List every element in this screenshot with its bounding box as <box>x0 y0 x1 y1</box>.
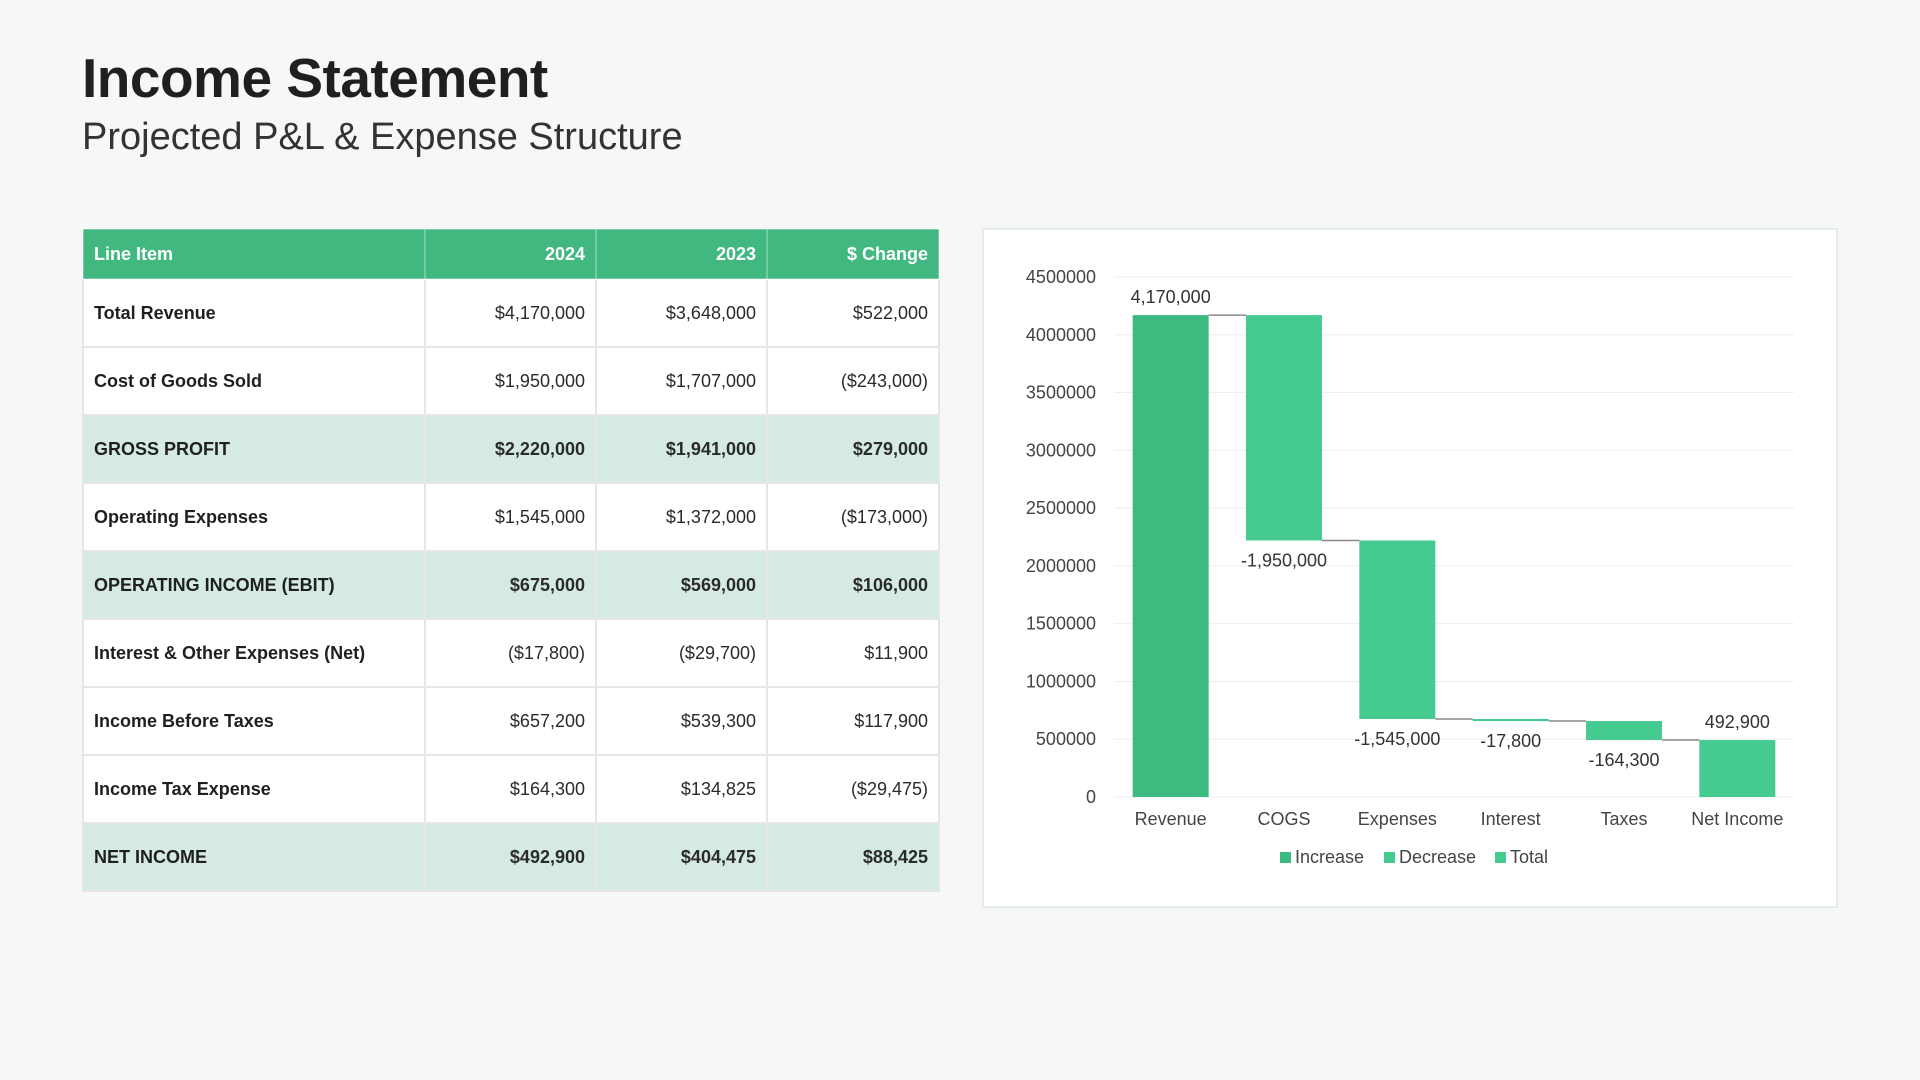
cell-line-item: Income Tax Expense <box>82 754 426 824</box>
data-label: 492,900 <box>1705 712 1770 732</box>
legend-label-increase: Increase <box>1295 847 1364 867</box>
cell-2023: $134,825 <box>595 754 768 824</box>
bar-taxes <box>1586 721 1662 741</box>
cell-2024: ($17,800) <box>424 618 597 688</box>
x-tick-label: Interest <box>1481 809 1541 829</box>
legend-label-total: Total <box>1510 847 1548 867</box>
waterfall-chart: 0 500000 1000000 1500000 2000000 2500000 30000… <box>1026 267 1794 867</box>
table-row: GROSS PROFIT $2,220,000 $1,941,000 $279,000 <box>82 414 940 484</box>
cell-2023: $569,000 <box>595 550 768 620</box>
table-row: Operating Expenses $1,545,000 $1,372,000 ($… <box>82 482 940 552</box>
cell-change: $522,000 <box>766 278 940 348</box>
cell-line-item: NET INCOME <box>82 822 426 892</box>
x-tick-label: Taxes <box>1600 809 1647 829</box>
cell-2024: $657,200 <box>424 686 597 756</box>
y-tick-label: 3000000 <box>1026 440 1096 460</box>
cell-change: $106,000 <box>766 550 940 620</box>
bar-net-income <box>1699 740 1776 797</box>
header-line-item: Line Item <box>82 228 426 280</box>
cell-line-item: GROSS PROFIT <box>82 414 426 484</box>
y-tick-label: 2500000 <box>1026 498 1096 518</box>
cell-2023: $539,300 <box>595 686 768 756</box>
cell-2023: $1,941,000 <box>595 414 768 484</box>
cell-2024: $1,950,000 <box>424 346 597 416</box>
bar-revenue <box>1132 315 1209 797</box>
page-subtitle: Projected P&L & Expense Structure <box>82 116 683 158</box>
table-row: Interest & Other Expenses (Net) ($17,800)… <box>82 618 940 688</box>
income-table-container: Line Item 2024 2023 $ Change Total Reven… <box>82 228 940 892</box>
cell-change: ($173,000) <box>766 482 940 552</box>
data-label: 4,170,000 <box>1131 287 1211 307</box>
header-2024: 2024 <box>424 228 597 280</box>
header-2023: 2023 <box>595 228 768 280</box>
data-label: -1,950,000 <box>1241 550 1327 570</box>
header-change: $ Change <box>766 228 940 280</box>
cell-2023: ($29,700) <box>595 618 768 688</box>
y-tick-label: 1000000 <box>1026 671 1096 691</box>
cell-line-item: Total Revenue <box>82 278 426 348</box>
x-tick-label: Revenue <box>1135 809 1207 829</box>
cell-line-item: Cost of Goods Sold <box>82 346 426 416</box>
table-row: Income Before Taxes $657,200 $539,300 $117,… <box>82 686 940 756</box>
cell-2024: $492,900 <box>424 822 597 892</box>
table-header-row: Line Item 2024 2023 $ Change <box>82 228 940 280</box>
table-row: Income Tax Expense $164,300 $134,825 ($29,4… <box>82 754 940 824</box>
cell-2024: $2,220,000 <box>424 414 597 484</box>
table-row: Total Revenue $4,170,000 $3,648,000 $522,00… <box>82 278 940 348</box>
legend-swatch-increase <box>1280 852 1291 863</box>
x-tick-label: Expenses <box>1358 809 1437 829</box>
cell-2023: $1,707,000 <box>595 346 768 416</box>
income-statement-table: Line Item 2024 2023 $ Change Total Reven… <box>82 228 940 892</box>
y-tick-label: 0 <box>1086 787 1096 807</box>
cell-2024: $4,170,000 <box>424 278 597 348</box>
y-tick-label: 500000 <box>1036 729 1096 749</box>
legend-swatch-decrease <box>1384 852 1395 863</box>
table-row: NET INCOME $492,900 $404,475 $88,425 <box>82 822 940 892</box>
x-tick-label: Net Income <box>1691 809 1783 829</box>
data-label: -1,545,000 <box>1354 729 1440 749</box>
y-tick-label: 1500000 <box>1026 614 1096 634</box>
cell-change: $279,000 <box>766 414 940 484</box>
x-tick-label: COGS <box>1257 809 1310 829</box>
cell-change: $117,900 <box>766 686 940 756</box>
y-tick-label: 2000000 <box>1026 556 1096 576</box>
table-row: Cost of Goods Sold $1,950,000 $1,707,000 ($… <box>82 346 940 416</box>
cell-2023: $3,648,000 <box>595 278 768 348</box>
cell-line-item: Income Before Taxes <box>82 686 426 756</box>
cell-line-item: OPERATING INCOME (EBIT) <box>82 550 426 620</box>
y-tick-label: 4500000 <box>1026 267 1096 287</box>
legend-swatch-total <box>1495 852 1506 863</box>
waterfall-chart-panel: 0 500000 1000000 1500000 2000000 2500000 30000… <box>982 228 1838 908</box>
cell-2024: $1,545,000 <box>424 482 597 552</box>
cell-change: $11,900 <box>766 618 940 688</box>
cell-2023: $404,475 <box>595 822 768 892</box>
bar-interest <box>1472 719 1549 722</box>
data-label: -164,300 <box>1588 750 1659 770</box>
cell-change: ($243,000) <box>766 346 940 416</box>
page-title: Income Statement <box>82 47 548 109</box>
cell-change: ($29,475) <box>766 754 940 824</box>
legend-label-decrease: Decrease <box>1399 847 1476 867</box>
y-tick-label: 4000000 <box>1026 325 1096 345</box>
cell-2023: $1,372,000 <box>595 482 768 552</box>
cell-2024: $675,000 <box>424 550 597 620</box>
cell-2024: $164,300 <box>424 754 597 824</box>
cell-line-item: Operating Expenses <box>82 482 426 552</box>
table-row: OPERATING INCOME (EBIT) $675,000 $569,000 $… <box>82 550 940 620</box>
table-body: Total Revenue $4,170,000 $3,648,000 $522,00… <box>82 278 940 892</box>
data-label: -17,800 <box>1480 731 1541 751</box>
y-tick-label: 3500000 <box>1026 383 1096 403</box>
bar-expenses <box>1359 540 1436 719</box>
cell-line-item: Interest & Other Expenses (Net) <box>82 618 426 688</box>
cell-change: $88,425 <box>766 822 940 892</box>
bar-cogs <box>1246 315 1322 541</box>
